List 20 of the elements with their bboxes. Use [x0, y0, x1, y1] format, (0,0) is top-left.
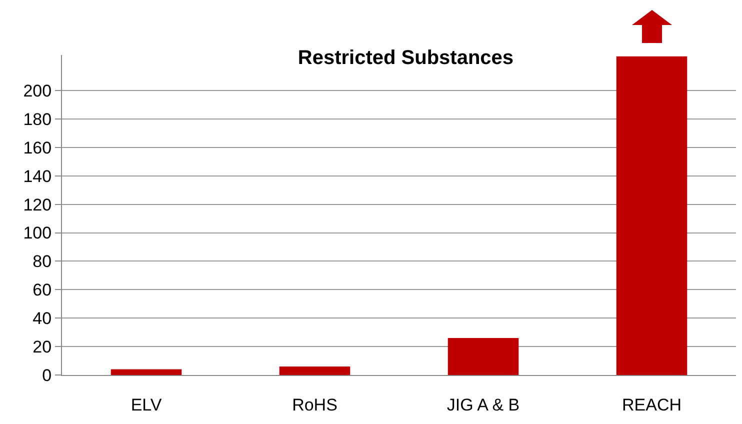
x-tick-label: ELV — [130, 395, 162, 414]
y-tick-label: 80 — [32, 252, 52, 272]
y-tick-label: 20 — [32, 338, 52, 357]
bar — [110, 369, 182, 375]
y-tick-label: 140 — [23, 166, 52, 186]
x-tick-label: RoHS — [292, 395, 338, 414]
y-tick-label: 180 — [23, 110, 52, 129]
y-tick-label: 200 — [23, 82, 52, 101]
y-tick-label: 160 — [23, 138, 52, 158]
bar — [279, 366, 350, 375]
x-tick-label: REACH — [622, 395, 682, 414]
chart-title: Restricted Substances — [298, 47, 514, 69]
y-tick-label: 100 — [23, 224, 52, 243]
bar — [616, 56, 688, 375]
y-tick-label: 0 — [42, 366, 52, 385]
x-tick-label: JIG A & B — [446, 395, 520, 414]
bar — [448, 338, 519, 375]
y-tick-label: 120 — [23, 195, 52, 214]
y-tick-label: 60 — [32, 280, 52, 300]
y-tick-label: 40 — [32, 309, 52, 328]
